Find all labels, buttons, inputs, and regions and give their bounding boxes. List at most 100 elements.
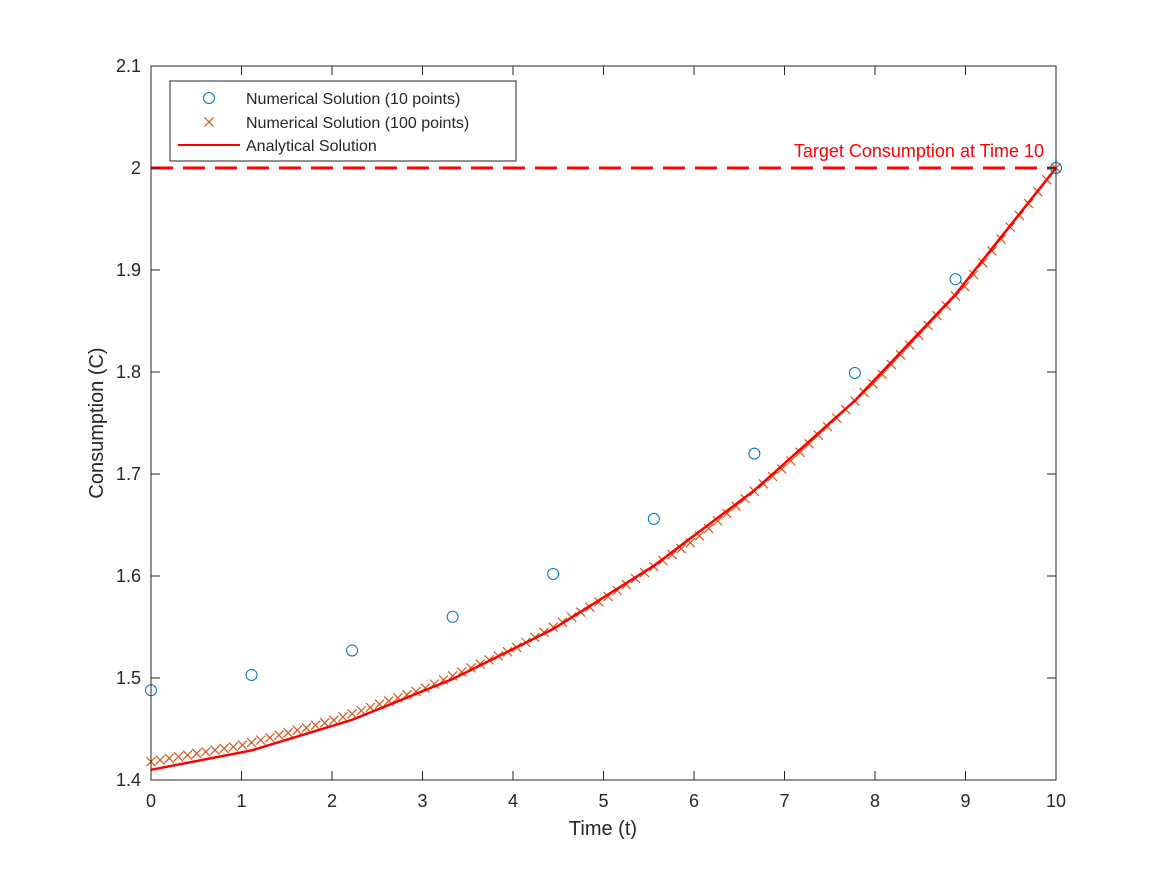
x-tick-label: 6 (689, 791, 699, 811)
y-tick-label: 1.4 (116, 770, 141, 790)
x-tick-label: 9 (960, 791, 970, 811)
x-marker-stroke (676, 543, 687, 554)
x-marker-stroke (228, 741, 239, 752)
x-marker-stroke (392, 692, 403, 703)
x-marker-stroke (959, 281, 970, 292)
x-marker-100-points (210, 745, 220, 756)
x-marker-100-points (164, 753, 175, 764)
x-marker-100-points (785, 455, 796, 466)
y-tick-label: 1.9 (116, 260, 141, 280)
x-marker-100-points (338, 712, 348, 722)
circle-marker-10-points (446, 610, 459, 623)
legend-label-100-points: Numerical Solution (100 points) (246, 115, 469, 132)
x-tick-label: 3 (417, 791, 427, 811)
x-marker-100-points (264, 732, 275, 743)
x-marker-100-points (895, 349, 906, 360)
x-marker-100-points (813, 430, 824, 441)
x-marker-stroke (776, 464, 787, 475)
x-marker-stroke (804, 438, 815, 449)
ticks-group: 0 1 2 3 4 5 6 7 8 9 10 1.4 1.5 1.6 1.7 1.8 1.9 2 2.1 (116, 56, 1066, 811)
x-marker-stroke (383, 696, 394, 706)
x-marker-stroke (767, 471, 778, 482)
x-marker-stroke (868, 378, 879, 389)
x-marker-100-points (868, 378, 879, 389)
x-tick-label: 1 (236, 791, 246, 811)
x-marker-100-points (712, 516, 723, 526)
x-marker-100-points (173, 751, 184, 762)
x-marker-100-points (310, 720, 321, 731)
x-marker-stroke (895, 349, 906, 360)
x-marker-100-points (959, 281, 970, 292)
x-marker-stroke (210, 745, 220, 756)
x-marker-100-points (676, 543, 687, 554)
x-marker-stroke (155, 755, 166, 765)
x-marker-100-points (776, 464, 787, 475)
x-marker-stroke (923, 320, 933, 331)
legend-label-10-points: Numerical Solution (10 points) (246, 91, 460, 108)
x-marker-100-points (155, 755, 166, 765)
x-marker-100-points (274, 730, 284, 741)
x-tick-label: 7 (779, 791, 789, 811)
y-tick-label: 2 (131, 158, 141, 178)
x-marker-stroke (795, 447, 805, 458)
x-marker-stroke (338, 712, 348, 722)
analytical-solution-line (150, 167, 1057, 772)
x-marker-100-points (319, 717, 330, 728)
x-marker-100-points (219, 743, 230, 754)
x-marker-stroke (913, 330, 924, 341)
x-marker-100-points (877, 369, 888, 380)
x-marker-stroke (694, 530, 705, 541)
x-marker-100-points (667, 549, 677, 560)
x-marker-100-points (255, 735, 266, 746)
x-marker-100-points (246, 737, 257, 748)
x-marker-stroke (374, 699, 385, 710)
x-marker-stroke (274, 730, 284, 741)
x-marker-stroke (182, 750, 193, 760)
x-marker-100-points (283, 727, 294, 738)
legend-x-stroke (204, 117, 214, 127)
x-marker-stroke (712, 516, 723, 526)
x-marker-100-points (182, 750, 193, 760)
x-marker-stroke (246, 737, 257, 748)
x-tick-label: 4 (508, 791, 518, 811)
x-marker-stroke (721, 508, 732, 519)
y-tick-label: 1.5 (116, 668, 141, 688)
x-marker-100-points (301, 722, 312, 733)
x-marker-stroke (237, 740, 248, 750)
x-tick-label: 8 (870, 791, 880, 811)
x-marker-stroke (191, 748, 202, 759)
x-marker-100-points (191, 748, 202, 759)
x-marker-stroke (685, 537, 696, 548)
circle-marker-10-points (346, 644, 359, 657)
x-marker-stroke (264, 732, 275, 743)
x-marker-stroke (319, 717, 330, 728)
x-marker-100-points (721, 508, 732, 519)
x-marker-100-points (767, 471, 778, 482)
x-marker-100-points (904, 340, 915, 350)
x-marker-stroke (667, 549, 677, 560)
x-marker-stroke (200, 746, 211, 757)
circle-marker-10-points (245, 668, 258, 681)
series-group (145, 162, 1062, 772)
x-marker-stroke (255, 735, 266, 746)
x-marker-stroke (968, 269, 979, 280)
circle-marker-10-points (848, 367, 861, 380)
x-marker-stroke (292, 725, 303, 736)
x-marker-stroke (328, 715, 339, 726)
x-marker-stroke (164, 753, 175, 764)
x-marker-100-points (292, 725, 303, 736)
x-tick-label: 5 (598, 791, 608, 811)
target-consumption-annotation: Target Consumption at Time 10 (794, 141, 1044, 161)
x-marker-100-points (795, 447, 805, 458)
circle-marker-10-points (647, 512, 660, 525)
circle-marker-10-points (547, 567, 560, 580)
x-marker-stroke (356, 705, 367, 716)
x-marker-stroke (813, 430, 824, 441)
x-marker-100-points (968, 269, 979, 280)
y-axis-label: Consumption (C) (86, 347, 108, 498)
legend-label-analytical: Analytical Solution (246, 138, 377, 155)
x-marker-stroke (347, 708, 358, 719)
x-marker-stroke (886, 359, 897, 370)
x-marker-stroke (703, 523, 714, 534)
